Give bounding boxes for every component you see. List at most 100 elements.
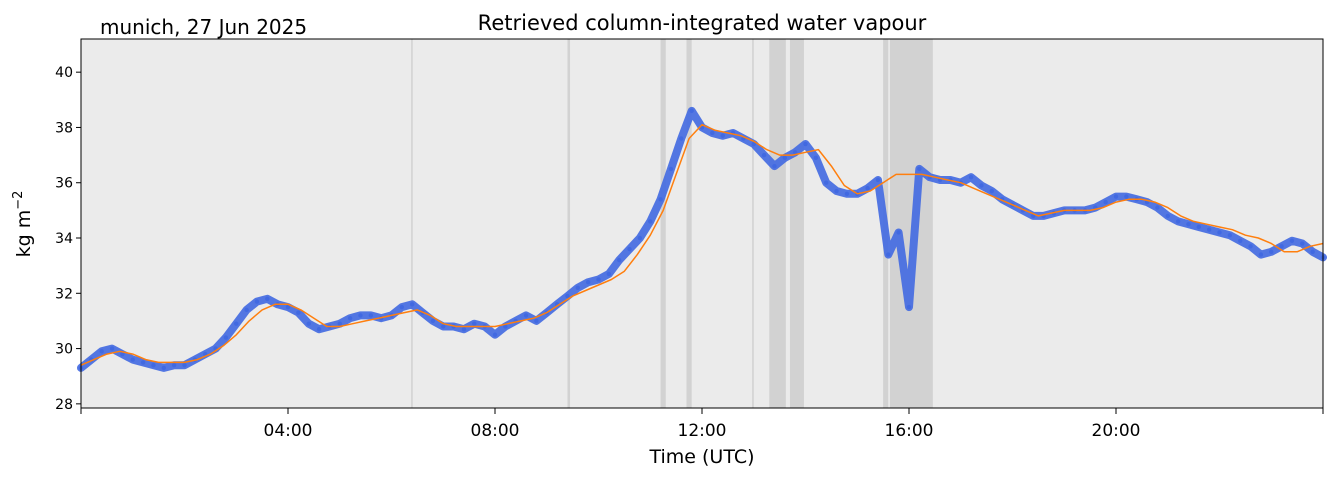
observation-point bbox=[906, 304, 912, 310]
observation-point bbox=[1196, 224, 1202, 230]
observation-point bbox=[1269, 249, 1274, 255]
observation-point bbox=[637, 235, 643, 241]
observation-point bbox=[1175, 219, 1181, 224]
y-tick-label: 28 bbox=[55, 397, 73, 413]
observation-point bbox=[109, 346, 115, 351]
observation-point bbox=[306, 321, 311, 326]
observation-point bbox=[1217, 230, 1222, 235]
shaded-period bbox=[769, 39, 786, 408]
observation-point bbox=[254, 299, 260, 304]
observation-point bbox=[120, 351, 125, 357]
observation-point bbox=[1238, 238, 1243, 243]
observation-point bbox=[565, 293, 570, 299]
observation-point bbox=[534, 318, 539, 324]
observation-point bbox=[358, 313, 363, 318]
y-tick-label: 30 bbox=[55, 342, 73, 358]
observation-point bbox=[575, 285, 580, 290]
observation-point bbox=[492, 332, 498, 337]
shaded-period bbox=[686, 39, 692, 408]
observation-point bbox=[99, 349, 104, 354]
observation-point bbox=[461, 327, 467, 332]
observation-point bbox=[720, 133, 725, 138]
smoothed-series bbox=[80, 123, 1324, 366]
observation-point bbox=[410, 302, 415, 307]
x-tick-label: 16:00 bbox=[885, 421, 934, 441]
shaded-period bbox=[660, 39, 666, 408]
observation-point bbox=[503, 324, 508, 329]
observation-point bbox=[596, 277, 601, 282]
observation-point bbox=[761, 152, 767, 158]
observation-point bbox=[668, 166, 674, 172]
y-tick-label: 38 bbox=[55, 120, 73, 136]
observation-point bbox=[234, 321, 239, 326]
observation-point bbox=[399, 304, 405, 310]
observation-point bbox=[710, 130, 715, 136]
y-tick-label: 40 bbox=[55, 65, 73, 81]
observation-point bbox=[1103, 199, 1108, 205]
observation-point bbox=[368, 313, 373, 318]
x-tick-label: 04:00 bbox=[264, 421, 313, 441]
observation-point bbox=[1113, 194, 1119, 199]
observation-point bbox=[617, 257, 622, 263]
observation-point bbox=[1165, 213, 1170, 219]
observation-point bbox=[648, 219, 653, 224]
shaded-period bbox=[567, 39, 571, 408]
observation-point bbox=[751, 141, 756, 147]
x-axis-label: Time (UTC) bbox=[648, 446, 754, 468]
x-tick-label: 08:00 bbox=[471, 421, 520, 441]
observation-point bbox=[1300, 241, 1305, 246]
observation-point bbox=[151, 362, 156, 368]
y-axis-label-exponent: −2 bbox=[11, 191, 26, 210]
observation-point bbox=[585, 280, 591, 285]
observation-point bbox=[182, 362, 187, 368]
observation-point bbox=[772, 163, 777, 169]
shaded-period bbox=[789, 39, 804, 408]
observation-point bbox=[844, 191, 850, 196]
y-axis: 28 30 32 34 36 38 40 bbox=[55, 65, 81, 413]
y-tick-label: 34 bbox=[55, 231, 73, 247]
observation-point bbox=[1248, 244, 1253, 249]
observation-point bbox=[792, 150, 798, 155]
observation-point bbox=[161, 365, 166, 371]
observation-point bbox=[285, 304, 291, 310]
x-axis: 04:00 08:00 12:00 16:00 20:00 bbox=[80, 408, 1324, 441]
y-axis-label-unit: kg m bbox=[13, 210, 35, 258]
observation-point bbox=[430, 318, 436, 324]
observation-point bbox=[1227, 233, 1233, 238]
observation-point bbox=[824, 180, 829, 185]
observation-point bbox=[606, 271, 612, 277]
observation-point bbox=[979, 183, 984, 188]
observation-point bbox=[679, 136, 684, 141]
observation-point bbox=[1289, 238, 1295, 243]
observation-point bbox=[834, 188, 839, 194]
shaded-period bbox=[752, 39, 754, 408]
observation-point bbox=[875, 177, 881, 183]
observation-point bbox=[1186, 221, 1191, 227]
observation-point bbox=[296, 310, 301, 315]
observation-point bbox=[1258, 252, 1264, 257]
observation-point bbox=[917, 166, 922, 172]
observation-point bbox=[441, 324, 446, 329]
observation-point bbox=[337, 321, 342, 326]
observation-point bbox=[316, 327, 322, 332]
y-tick-label: 36 bbox=[55, 176, 73, 192]
observation-point bbox=[1310, 249, 1315, 255]
observation-point bbox=[989, 188, 994, 194]
observation-point bbox=[171, 362, 177, 368]
observation-point bbox=[1279, 244, 1284, 249]
observation-point bbox=[896, 230, 901, 235]
y-tick-label: 32 bbox=[55, 286, 73, 302]
observation-point bbox=[244, 307, 249, 313]
observation-point bbox=[627, 246, 632, 252]
observation-point bbox=[523, 313, 529, 318]
smoothed-line bbox=[80, 123, 1324, 366]
observation-point bbox=[782, 155, 787, 161]
x-tick-label: 12:00 bbox=[678, 421, 727, 441]
observation-point bbox=[472, 321, 477, 326]
observation-point bbox=[130, 357, 135, 362]
observation-point bbox=[968, 175, 974, 180]
observation-point bbox=[803, 141, 808, 147]
shaded-period bbox=[411, 39, 413, 408]
chart-title: Retrieved column-integrated water vapour bbox=[478, 11, 927, 35]
